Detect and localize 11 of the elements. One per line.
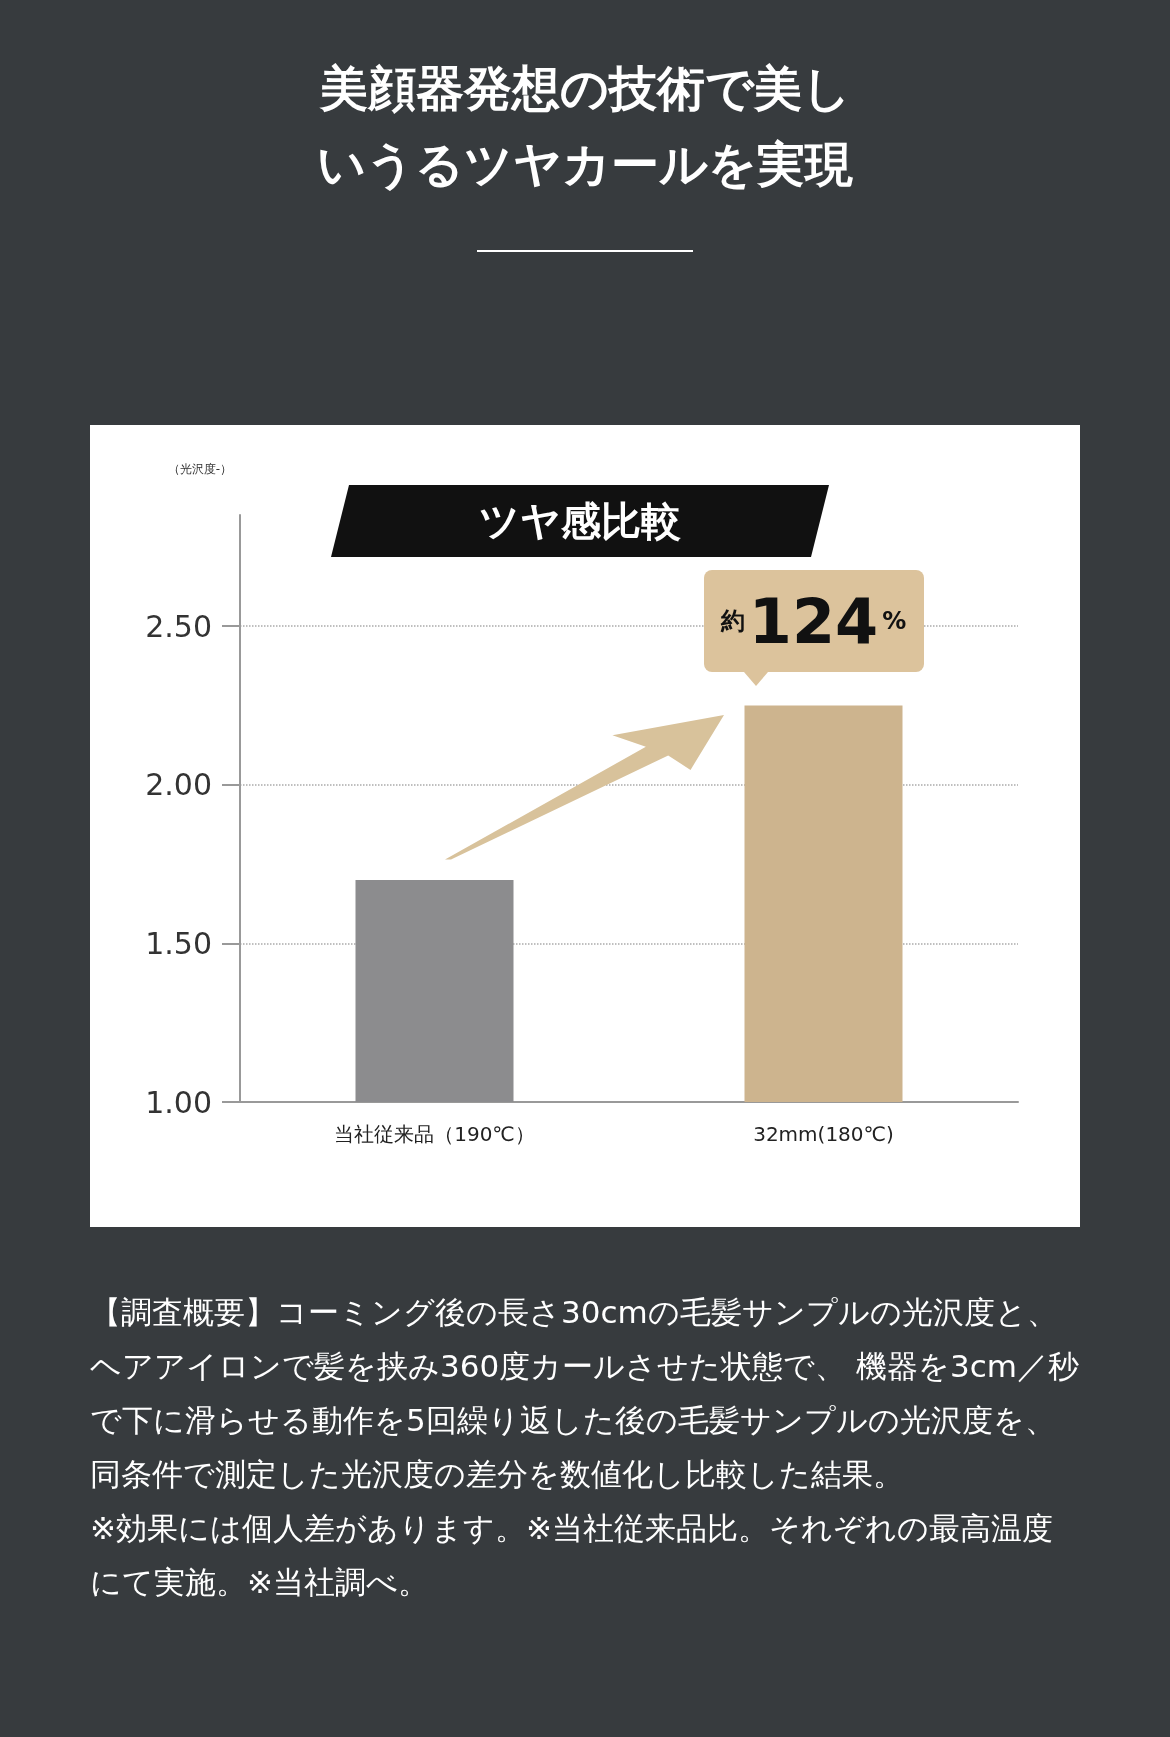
y-axis-title: （光沢度-）	[167, 462, 232, 476]
chart-subtitle: ツヤ感比較	[478, 497, 682, 546]
text: 【調査概要】コーミング後の長さ30cmの毛髪サンプルの光沢度と、ヘアアイロンで髪を挟み360度カールさせた状態で、 機器を3cm／秒で下に滑らせる動作を5回繰り返した後の毛髪サンプルの光沢度を、同条件で測定した光沢度の差分を数値化し比較した結果。	[90, 1293, 1080, 1494]
text: ※効果には個人差があります。※当社従来品比。それぞれの最高温度にて実施。※当社調べ。	[90, 1509, 1054, 1602]
x-tick-label: 当社従来品（190℃）	[334, 1122, 535, 1146]
y-tick-label: 1.50	[145, 925, 212, 961]
chart-title: 美顔器発想の技術で美しいうるツヤカールを実現	[316, 59, 854, 194]
x-tick-label: 32mm(180℃)	[753, 1122, 894, 1146]
y-tick-label: 2.00	[145, 767, 212, 803]
y-tick-label: 1.00	[145, 1084, 212, 1120]
y-tick-label: 2.50	[145, 608, 212, 644]
